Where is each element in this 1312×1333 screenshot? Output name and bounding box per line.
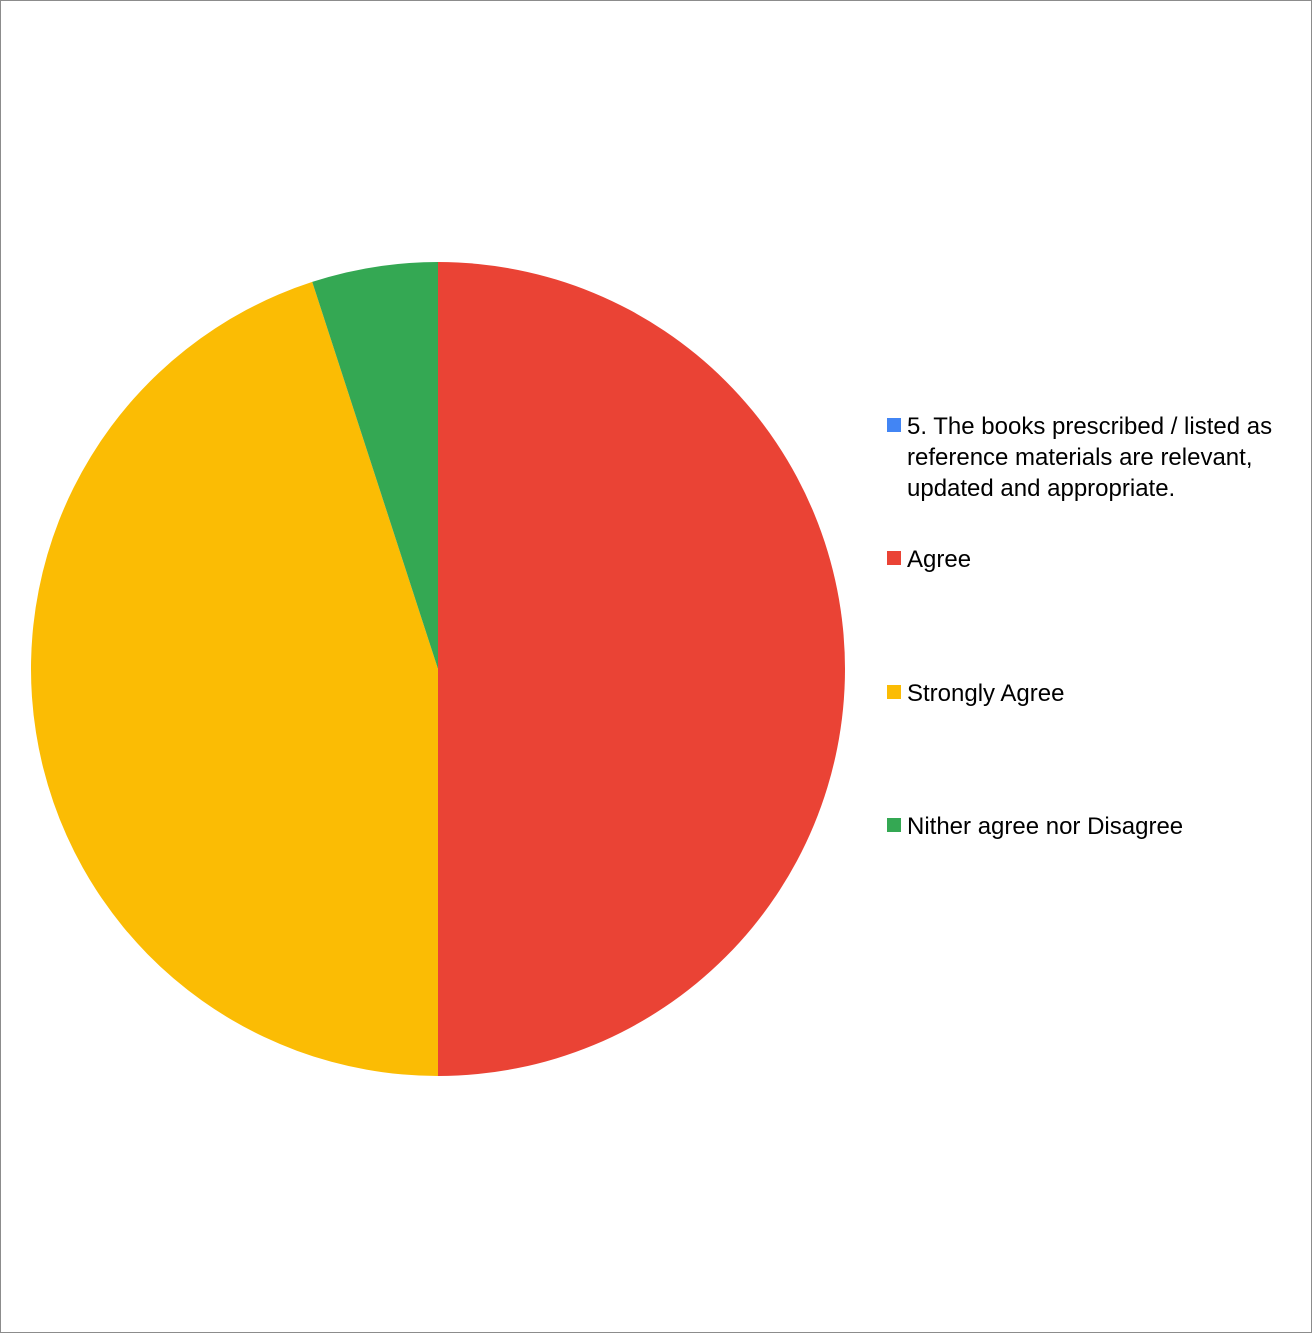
legend-swatch-agree <box>887 551 901 565</box>
legend-label-agree: Agree <box>907 546 972 573</box>
legend-item-neither: Nither agree nor Disagree <box>887 811 1297 842</box>
pie-slice-strongly-agree <box>31 281 439 1076</box>
legend-swatch-question <box>887 418 901 432</box>
legend-item-strongly-agree: Strongly Agree <box>887 678 1297 709</box>
legend-item-question: 5. The books prescribed / listed as refe… <box>887 411 1297 504</box>
pie-slice-neither <box>312 262 438 669</box>
legend-swatch-strongly-agree <box>887 685 901 699</box>
legend-swatch-neither <box>887 818 901 832</box>
legend-item-agree: Agree <box>887 544 1297 575</box>
legend-label-question: 5. The books prescribed / listed as refe… <box>907 413 1273 502</box>
legend-label-neither: Nither agree nor Disagree <box>907 813 1184 840</box>
pie-slice-agree <box>438 262 845 1076</box>
legend-label-strongly-agree: Strongly Agree <box>907 680 1065 707</box>
